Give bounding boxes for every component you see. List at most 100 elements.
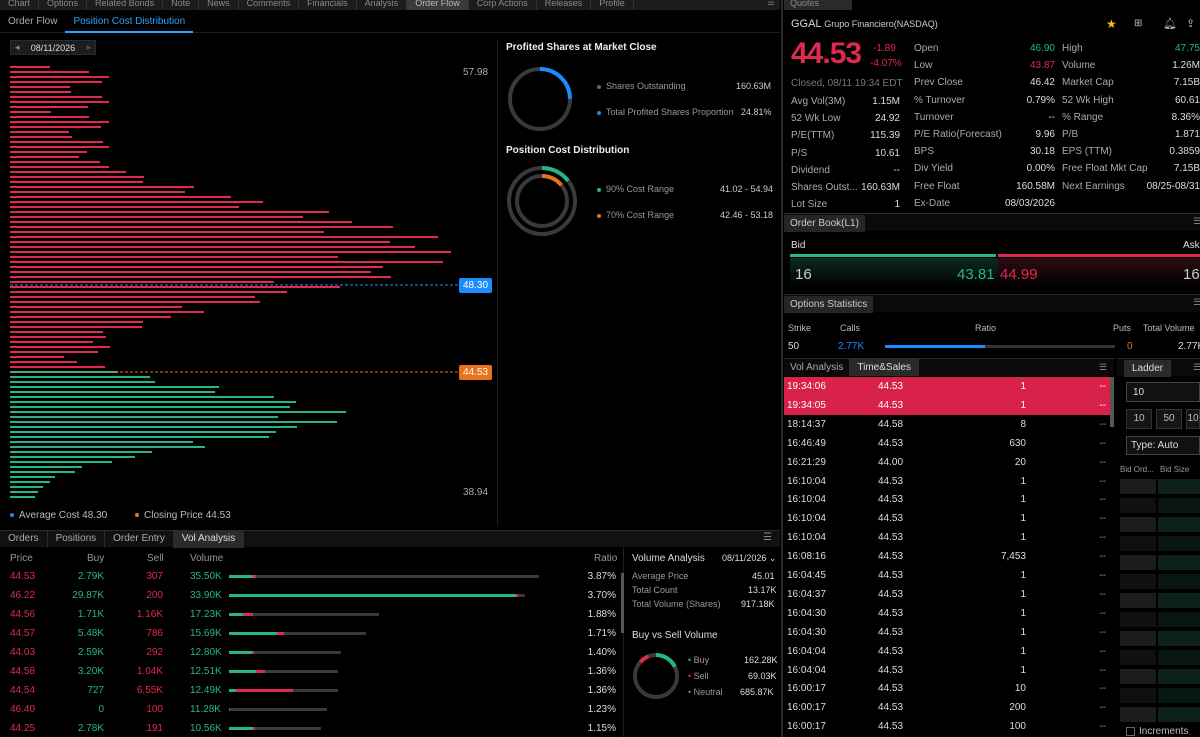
star-icon[interactable]: ★ <box>1106 17 1117 31</box>
legend-closing-price: Closing Price 44.53 <box>135 510 231 521</box>
menu-icon[interactable]: ☰ <box>1193 362 1200 372</box>
table-row[interactable]: 44.53 2.79K 307 35.50K 3.87% <box>0 567 622 586</box>
tab-order-entry[interactable]: Order Entry <box>105 530 174 548</box>
ts-row[interactable]: 19:34:05 44.53 1 -- <box>784 395 1110 415</box>
ts-row[interactable]: 16:21:29 44.00 20 -- <box>784 453 1110 472</box>
tab-positions[interactable]: Positions <box>48 530 106 548</box>
tab-corp-actions[interactable]: Corp Actions <box>469 0 537 10</box>
tab-ladder[interactable]: Ladder <box>1124 360 1172 377</box>
chevron-left-icon[interactable]: ◂ <box>15 42 20 52</box>
calls-label: Calls <box>840 323 861 333</box>
tab-vol-analysis-ts[interactable]: Vol Analysis <box>790 362 844 373</box>
checkbox[interactable] <box>1126 726 1135 736</box>
ask-price: 44.99 <box>1000 266 1038 283</box>
ts-row[interactable]: 16:00:17 44.53 100 -- <box>784 717 1110 736</box>
ts-row[interactable]: 18:14:37 44.58 8 -- <box>784 415 1110 434</box>
scrollbar[interactable] <box>621 573 624 633</box>
order-book-title[interactable]: Order Book(L1) <box>784 215 865 232</box>
tab-order-flow[interactable]: Order Flow <box>8 15 58 27</box>
tab-releases[interactable]: Releases <box>537 0 592 10</box>
tab-chart[interactable]: Chart <box>0 0 40 10</box>
quantity-input[interactable]: 10 <box>1126 382 1200 402</box>
increments-toggle[interactable]: Increments <box>1126 726 1188 737</box>
options-stats-title[interactable]: Options Statistics <box>784 296 874 313</box>
tab-options[interactable]: Options <box>39 0 88 10</box>
tab-financials[interactable]: Financials <box>299 0 357 10</box>
panel-splitter[interactable] <box>781 0 783 737</box>
histogram-bar <box>10 201 263 203</box>
ts-row[interactable]: 16:00:17 44.53 200 -- <box>784 698 1110 717</box>
menu-icon[interactable]: ☰ <box>1193 216 1200 226</box>
ts-row[interactable]: 16:04:37 44.53 1 -- <box>784 585 1110 604</box>
field-label: Dividend <box>791 165 830 176</box>
ts-row[interactable]: 16:00:17 44.53 10 -- <box>784 679 1110 698</box>
sell-bar <box>256 670 265 673</box>
menu-icon[interactable]: ☰ <box>1099 362 1108 372</box>
ts-row[interactable]: 16:04:04 44.53 1 -- <box>784 661 1110 680</box>
chevron-right-icon[interactable]: ▸ <box>86 42 91 52</box>
tab-profile[interactable]: Profile <box>591 0 634 10</box>
histogram-bar <box>10 146 109 148</box>
va-summary-date[interactable]: 08/11/2026 ⌄ <box>722 553 776 564</box>
field-label: Ex-Date <box>914 198 951 209</box>
ts-volume: 100 <box>1009 721 1026 733</box>
ts-row[interactable]: 16:04:30 44.53 1 -- <box>784 623 1110 642</box>
ts-row[interactable]: 16:04:04 44.53 1 -- <box>784 642 1110 661</box>
tab-time-and-sales[interactable]: Time&Sales <box>849 359 919 376</box>
tab-comments[interactable]: Comments <box>239 0 300 10</box>
ts-row[interactable]: 16:08:16 44.53 7,453 -- <box>784 547 1110 566</box>
quick-qty-button-2[interactable]: 50 <box>1156 409 1182 429</box>
ladder-cell <box>1120 631 1156 646</box>
table-row[interactable]: 46.22 29.87K 200 33.90K 3.70% <box>0 586 622 605</box>
order-type-select[interactable]: Type: Auto <box>1126 436 1200 455</box>
menu-icon[interactable]: ☰ <box>763 532 772 543</box>
table-row[interactable]: 44.25 2.78K 191 10.56K 1.15% <box>0 719 622 737</box>
ts-row[interactable]: 16:10:04 44.53 1 -- <box>784 490 1110 509</box>
ts-time: 16:46:49 <box>787 437 826 449</box>
table-row[interactable]: 44.57 5.48K 786 15.69K 1.71% <box>0 624 622 643</box>
tab-analysis[interactable]: Analysis <box>357 0 408 10</box>
options-stats-header: Options Statistics <box>784 294 1200 313</box>
tab-related-bonds[interactable]: Related Bonds <box>87 0 164 10</box>
ts-row[interactable]: 16:04:30 44.53 1 -- <box>784 604 1110 623</box>
share-icon[interactable]: ⇪ <box>1186 18 1196 30</box>
add-to-list-icon[interactable]: ⊞ <box>1134 18 1143 29</box>
field-label: Free Float <box>914 181 960 192</box>
table-row[interactable]: 44.56 1.71K 1.16K 17.23K 1.88% <box>0 605 622 624</box>
scrollbar[interactable] <box>1110 377 1114 427</box>
ask-label: Ask <box>1183 240 1200 251</box>
quick-qty-button-1[interactable]: 10 <box>1126 409 1152 429</box>
ts-row[interactable]: 16:10:04 44.53 1 -- <box>784 528 1110 547</box>
ts-row[interactable]: 16:46:49 44.53 630 -- <box>784 434 1110 453</box>
volume-cell: 15.69K <box>190 628 222 639</box>
menu-icon[interactable]: ☰ <box>764 0 778 10</box>
puts-ratio-bar <box>985 345 1115 348</box>
tab-note[interactable]: Note <box>163 0 200 10</box>
histogram-bar <box>10 291 287 293</box>
buy-bar <box>229 651 252 654</box>
tab-vol-analysis[interactable]: Vol Analysis <box>173 530 245 548</box>
column-volume: Volume <box>190 553 224 564</box>
tab-quotes[interactable]: Quotes <box>784 0 852 10</box>
ts-row[interactable]: 16:10:04 44.53 1 -- <box>784 472 1110 491</box>
table-row[interactable]: 44.54 727 6.55K 12.49K 1.36% <box>0 681 622 700</box>
field-value: 24.92 <box>874 113 900 124</box>
tab-position-cost-distribution[interactable]: Position Cost Distribution <box>65 11 194 33</box>
table-row[interactable]: 44.03 2.59K 292 12.80K 1.40% <box>0 643 622 662</box>
histogram-bar <box>10 181 143 183</box>
table-row[interactable]: 44.58 3.20K 1.04K 12.51K 1.36% <box>0 662 622 681</box>
date-selector[interactable]: ◂ 08/11/2026 ▸ <box>10 40 96 55</box>
menu-icon[interactable]: ☰ <box>1193 297 1200 307</box>
ts-row[interactable]: 16:10:04 44.53 1 -- <box>784 509 1110 528</box>
price-high-label: 57.98 <box>463 67 489 78</box>
table-row[interactable]: 46.40 0 100 11.28K 1.23% <box>0 700 622 719</box>
bell-icon[interactable]: 🔔︎ <box>1163 18 1177 30</box>
field-label: Next Earnings <box>1062 181 1125 192</box>
tab-news[interactable]: News <box>199 0 239 10</box>
tab-orders[interactable]: Orders <box>0 530 48 548</box>
ts-row[interactable]: 16:04:45 44.53 1 -- <box>784 566 1110 585</box>
price-change: -1.89 <box>873 43 896 54</box>
tab-order-flow[interactable]: Order Flow <box>407 0 469 10</box>
ts-row[interactable]: 19:34:06 44.53 1 -- <box>784 377 1110 396</box>
quick-qty-button-3[interactable]: 10 <box>1186 409 1200 429</box>
